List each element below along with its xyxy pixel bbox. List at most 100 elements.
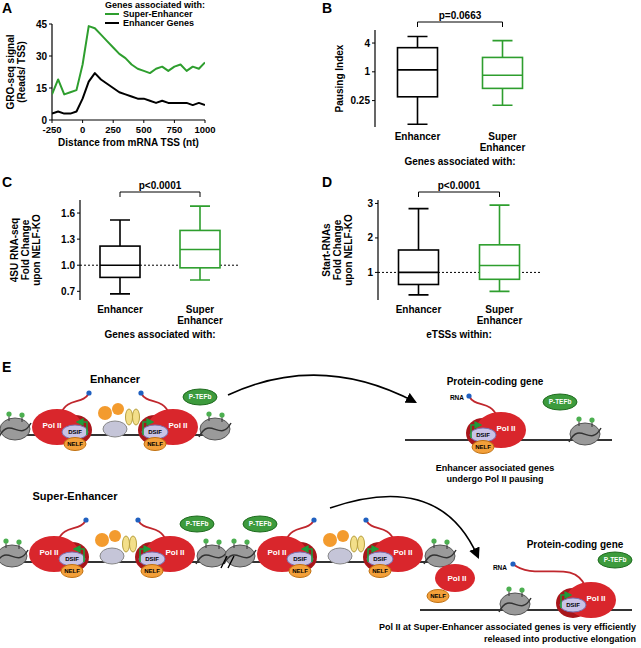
component-label: Pol II bbox=[39, 548, 58, 557]
histone-tail bbox=[222, 417, 223, 422]
nelf bbox=[144, 438, 166, 451]
component-label: DSIF bbox=[476, 432, 490, 438]
y-tick-label: 0.7 bbox=[61, 286, 75, 297]
x-tick bbox=[82, 120, 83, 123]
p-tefb bbox=[598, 552, 632, 568]
whisker-low bbox=[190, 268, 210, 280]
nucleosome bbox=[425, 545, 455, 567]
component-label: RNA bbox=[450, 394, 464, 401]
tss-arrow bbox=[78, 422, 87, 435]
axis-title: Genes associated with: bbox=[404, 156, 515, 167]
panel-label: C bbox=[2, 174, 12, 190]
category-label-line: Enhancer bbox=[177, 315, 223, 326]
axis-title: eTSSs within: bbox=[426, 329, 492, 340]
component-label: P-TEFb bbox=[549, 398, 572, 405]
dsif bbox=[470, 428, 496, 442]
y-tick-label: 30 bbox=[36, 51, 48, 62]
dsif bbox=[142, 425, 168, 439]
plot-area bbox=[378, 205, 540, 295]
caption: Pol II at Super-Enhancer associated gene… bbox=[379, 622, 636, 632]
dsif bbox=[139, 552, 165, 566]
histone-mark bbox=[206, 411, 211, 416]
component-label: NELF bbox=[372, 568, 388, 574]
histone-tail bbox=[209, 416, 210, 421]
box bbox=[399, 250, 439, 284]
y-tick bbox=[375, 272, 378, 273]
component-label: NELF bbox=[64, 568, 80, 574]
component-label: DSIF bbox=[65, 556, 79, 562]
y-tick-label: 2 bbox=[367, 232, 373, 243]
y-tick bbox=[49, 56, 52, 57]
y-tick bbox=[372, 100, 375, 101]
panel-label: E bbox=[2, 359, 11, 375]
category-label-line: Enhancer bbox=[480, 142, 526, 153]
data-line bbox=[52, 73, 205, 114]
histone-mark bbox=[244, 539, 249, 544]
plot-area bbox=[52, 26, 205, 113]
axis-title: Fold Change bbox=[332, 219, 343, 280]
axis-title: upon NELF-KO bbox=[31, 214, 42, 286]
histone-tail bbox=[522, 592, 523, 597]
category-label: Enhancer bbox=[395, 131, 441, 142]
whisker-low bbox=[493, 88, 513, 105]
nucleosome bbox=[0, 545, 27, 567]
nucleosome-dna bbox=[224, 550, 256, 564]
activator bbox=[323, 533, 337, 547]
y-axis bbox=[377, 200, 378, 300]
significance-bracket bbox=[418, 22, 503, 27]
flow-arrow bbox=[330, 496, 478, 557]
tss-arrow bbox=[303, 549, 312, 562]
panel-label: A bbox=[2, 0, 12, 16]
p-tefb bbox=[180, 516, 214, 532]
significance-bracket bbox=[120, 192, 200, 197]
axis-title: GRO-seq signal bbox=[5, 34, 16, 109]
legend-swatch bbox=[105, 22, 119, 24]
flow-arrow bbox=[228, 375, 415, 402]
x-tick-label: 500 bbox=[136, 124, 152, 135]
histone-mark bbox=[519, 587, 524, 592]
median bbox=[398, 69, 438, 71]
rna-cap bbox=[135, 517, 140, 522]
nelf bbox=[369, 565, 391, 578]
mediator bbox=[103, 421, 127, 437]
median bbox=[399, 272, 439, 274]
y-tick bbox=[77, 291, 80, 292]
histone-mark bbox=[6, 411, 11, 416]
whisker-high bbox=[408, 36, 428, 47]
tss-arrow bbox=[561, 595, 570, 608]
median bbox=[100, 264, 140, 266]
component-label: Pol II bbox=[165, 548, 184, 557]
histone-mark bbox=[444, 539, 449, 544]
axis-title: (Reads/ TSS) bbox=[16, 41, 27, 103]
category-label: SuperEnhancer bbox=[477, 304, 523, 326]
box bbox=[180, 230, 220, 267]
x-tick bbox=[113, 120, 114, 123]
activator bbox=[95, 533, 109, 547]
category-label: SuperEnhancer bbox=[177, 304, 223, 326]
caption: released into productive elongation bbox=[484, 634, 636, 644]
whisker-low bbox=[409, 284, 429, 294]
y-tick-label: 1.0 bbox=[61, 260, 75, 271]
component-label: P-TEFb bbox=[604, 556, 627, 563]
p-tefb bbox=[183, 389, 217, 405]
rna-cap bbox=[138, 390, 143, 395]
histone-mark bbox=[3, 538, 8, 543]
median bbox=[180, 249, 220, 251]
component-label: NELF bbox=[67, 441, 83, 447]
nucleosome bbox=[0, 418, 30, 440]
nelf bbox=[289, 565, 311, 578]
cofactor bbox=[130, 536, 137, 552]
released-nelf bbox=[427, 590, 449, 603]
panel-label: D bbox=[322, 174, 332, 190]
whisker-low bbox=[490, 279, 510, 291]
histone-tail bbox=[19, 544, 20, 549]
component-label: NELF bbox=[292, 568, 308, 574]
x-tick bbox=[174, 120, 175, 123]
component-label: Pol II bbox=[42, 421, 61, 430]
activator bbox=[337, 530, 349, 542]
histone-mark bbox=[576, 416, 581, 421]
component-label: P-TEFb bbox=[189, 393, 212, 400]
y-tick-label: 1 bbox=[367, 267, 373, 278]
category-label-line: Enhancer bbox=[97, 304, 143, 315]
x-axis bbox=[52, 119, 205, 120]
